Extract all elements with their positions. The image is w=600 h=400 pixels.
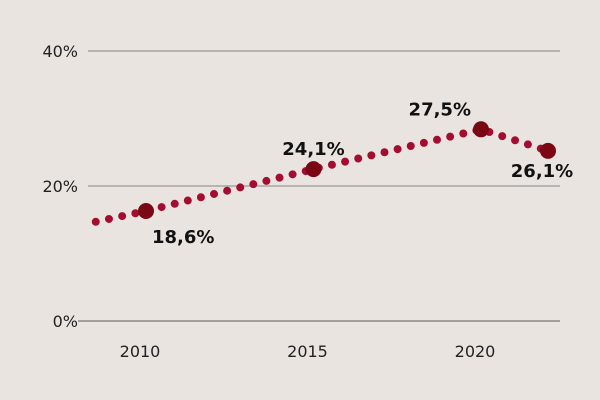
data-point xyxy=(138,202,154,219)
y-tick-label: 40% xyxy=(42,42,78,61)
y-tick-label: 20% xyxy=(42,177,78,196)
x-tick-label: 2015 xyxy=(287,342,328,361)
data-point xyxy=(540,142,556,159)
series-line xyxy=(91,125,552,226)
x-tick-label: 2020 xyxy=(455,342,496,361)
x-tick-label: 2010 xyxy=(120,342,161,361)
data-point xyxy=(473,121,489,138)
y-tick-label: 0% xyxy=(53,312,78,331)
data-label: 18,6% xyxy=(152,227,214,248)
data-point xyxy=(305,161,322,178)
data-label: 24,1% xyxy=(282,139,344,160)
data-label: 27,5% xyxy=(409,99,471,120)
data-label: 26,1% xyxy=(511,161,573,182)
